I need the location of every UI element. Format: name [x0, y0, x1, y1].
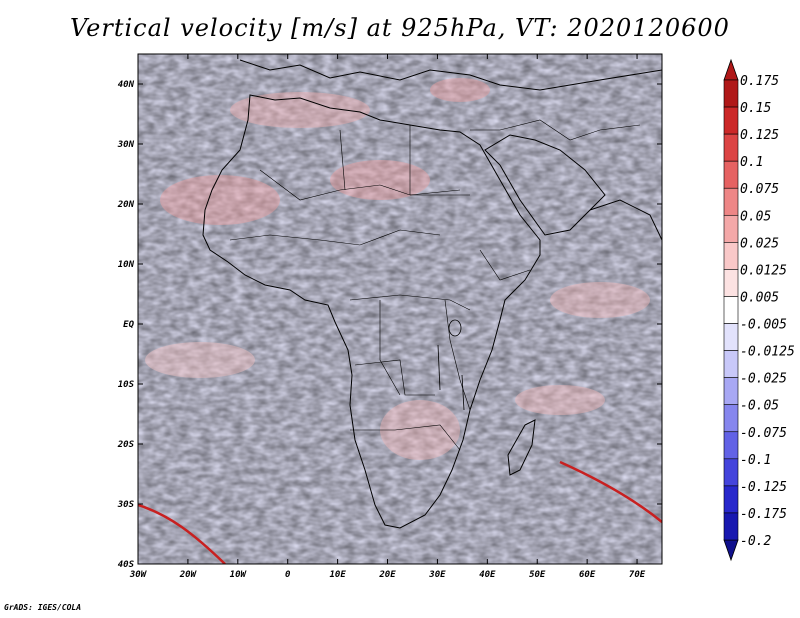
- border-east-africa: [444, 299, 471, 411]
- border-middle-east: [470, 119, 641, 141]
- lon-tick-label: 40E: [479, 570, 496, 580]
- plot-frame: [137, 53, 663, 565]
- lon-tick-label: 30E: [428, 570, 446, 580]
- africa-coastline: [202, 94, 541, 529]
- border-sahel: [229, 229, 441, 246]
- lakes: [437, 319, 465, 411]
- lon-tick-label: 20E: [378, 570, 396, 580]
- colorbar-label: 0.025: [740, 236, 779, 251]
- colorbar-segment: [723, 269, 739, 297]
- colorbar-label: -0.2: [740, 534, 771, 549]
- lon-tick-label: 30W: [129, 570, 148, 580]
- lon-tick-label: 10W: [230, 570, 248, 580]
- colorbar-label: -0.05: [740, 399, 779, 414]
- colorbar-segment: [723, 323, 739, 351]
- colorbar-label: -0.005: [740, 318, 787, 333]
- lat-tick-label: 20S: [117, 440, 135, 450]
- chart-title: Vertical velocity [m/s] at 925hPa, VT: 2…: [70, 14, 730, 42]
- colorbar-label: 0.125: [740, 128, 779, 143]
- colorbar-label: -0.175: [740, 507, 787, 522]
- colorbar-bottom-arrow: [723, 539, 739, 562]
- colorbar-segment: [723, 133, 739, 162]
- lat-tick-label: 30S: [117, 500, 135, 510]
- border-angola: [354, 359, 435, 396]
- colorbar-segment: [723, 79, 739, 108]
- colorbar-label: -0.075: [740, 426, 787, 441]
- lake-malawi: [461, 374, 465, 411]
- colorbar-label: -0.1: [740, 453, 771, 468]
- credit-text: GrADS: IGES/COLA: [4, 603, 82, 612]
- colorbar-segment: [723, 214, 739, 243]
- colorbar-label: 0.15: [740, 101, 771, 116]
- border-central-africa: [349, 294, 471, 311]
- colorbar-segment: [723, 187, 739, 216]
- colorbar-segment: [723, 242, 739, 270]
- lake-victoria: [448, 319, 462, 337]
- colorbar-label: 0.005: [740, 290, 779, 305]
- lon-tick-label: 10E: [329, 570, 346, 580]
- colorbar-segment: [723, 512, 739, 541]
- asia-coastline: [589, 199, 662, 241]
- border-southern-africa: [350, 424, 461, 451]
- colorbar-segment: [723, 106, 739, 135]
- colorbar-label: -0.025: [740, 372, 787, 387]
- frontal-band-southwest: [138, 503, 226, 564]
- lat-tick-label: 40S: [118, 560, 135, 570]
- colorbar-label: 0.175: [740, 74, 779, 89]
- lat-tick-label: 10S: [118, 380, 135, 390]
- colorbar-label: -0.0125: [740, 345, 795, 360]
- colorbar-segment: [723, 404, 739, 433]
- frontal-band-southeast: [559, 460, 662, 523]
- colorbar-segment: [723, 485, 739, 514]
- border-sahara-north: [259, 169, 461, 201]
- border-horn: [479, 249, 531, 281]
- lon-tick-label: 70E: [629, 570, 646, 580]
- colorbar-label: 0.0125: [740, 263, 787, 278]
- coastlines: [202, 59, 662, 529]
- lon-tick-label: 50E: [529, 570, 546, 580]
- lat-tick-label: 40N: [118, 80, 135, 90]
- field-texture: [138, 54, 662, 564]
- lat-tick-label: EQ: [123, 320, 134, 330]
- colorbar: 0.175 0.15 0.125 0.1 0.075 0.05 0.025 0.0125 0.0…: [723, 58, 795, 562]
- colorbar-label: 0.075: [740, 182, 779, 197]
- colorbar-segment: [723, 458, 739, 487]
- country-borders: [229, 119, 641, 451]
- upward-motion-patches: [145, 78, 650, 460]
- lat-tick-label: 20N: [117, 200, 135, 210]
- colorbar-segment: [723, 350, 739, 378]
- colorbar-segment: [723, 377, 739, 406]
- lon-tick-label: 20W: [179, 570, 198, 580]
- border-algeria-libya: [339, 129, 346, 191]
- lat-tick-label: 30N: [117, 140, 135, 150]
- europe-coastline: [239, 59, 662, 91]
- madagascar-coastline: [507, 419, 536, 476]
- colorbar-segment: [723, 431, 739, 460]
- colorbar-segment: [723, 160, 739, 189]
- lon-tick-label: 0: [285, 570, 291, 580]
- colorbar-segment: [723, 296, 739, 324]
- border-congo: [379, 300, 401, 396]
- arabian-peninsula-coastline: [484, 134, 606, 236]
- colorbar-label: 0.05: [740, 209, 771, 224]
- colorbar-label: -0.125: [740, 480, 787, 495]
- lake-tanganyika: [437, 344, 441, 391]
- colorbar-top-arrow: [723, 58, 739, 81]
- lon-tick-label: 60E: [579, 570, 596, 580]
- lat-tick-label: 10N: [118, 260, 135, 270]
- colorbar-label: 0.1: [740, 155, 763, 170]
